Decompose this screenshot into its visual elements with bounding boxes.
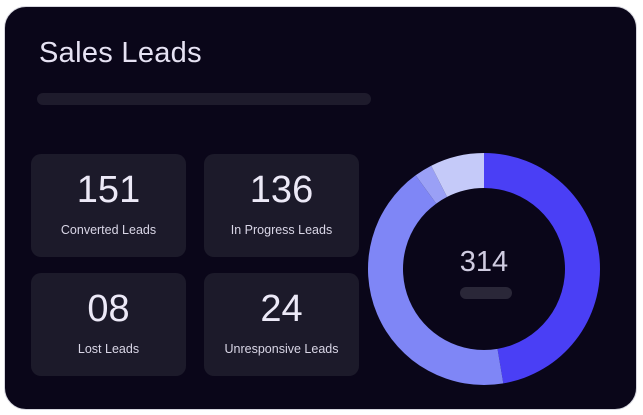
stat-label: Converted Leads [60,223,157,237]
donut-segment [368,175,504,385]
donut-segment [431,153,484,197]
stat-value: 24 [260,288,303,330]
stat-value: 151 [76,169,141,211]
stat-label: Unresponsive Leads [224,342,339,356]
stat-in-progress-leads: 136 In Progress Leads [204,154,359,257]
stat-label: Lost Leads [77,342,140,356]
stat-value: 08 [87,288,130,330]
donut-segment [415,165,448,204]
sales-leads-card: Sales Leads 151 Converted Leads 136 In P… [4,6,637,410]
stat-unresponsive-leads: 24 Unresponsive Leads [204,273,359,376]
card-title: Sales Leads [39,37,202,69]
stat-lost-leads: 08 Lost Leads [31,273,186,376]
leads-donut-chart: 314 [367,152,601,386]
donut-placeholder-pill [460,287,512,299]
donut-svg [368,153,600,385]
stat-label: In Progress Leads [230,223,333,237]
stat-value: 136 [249,169,314,211]
stat-converted-leads: 151 Converted Leads [31,154,186,257]
placeholder-bar [37,93,371,105]
donut-total: 314 [459,246,509,278]
donut-segment [484,153,600,384]
